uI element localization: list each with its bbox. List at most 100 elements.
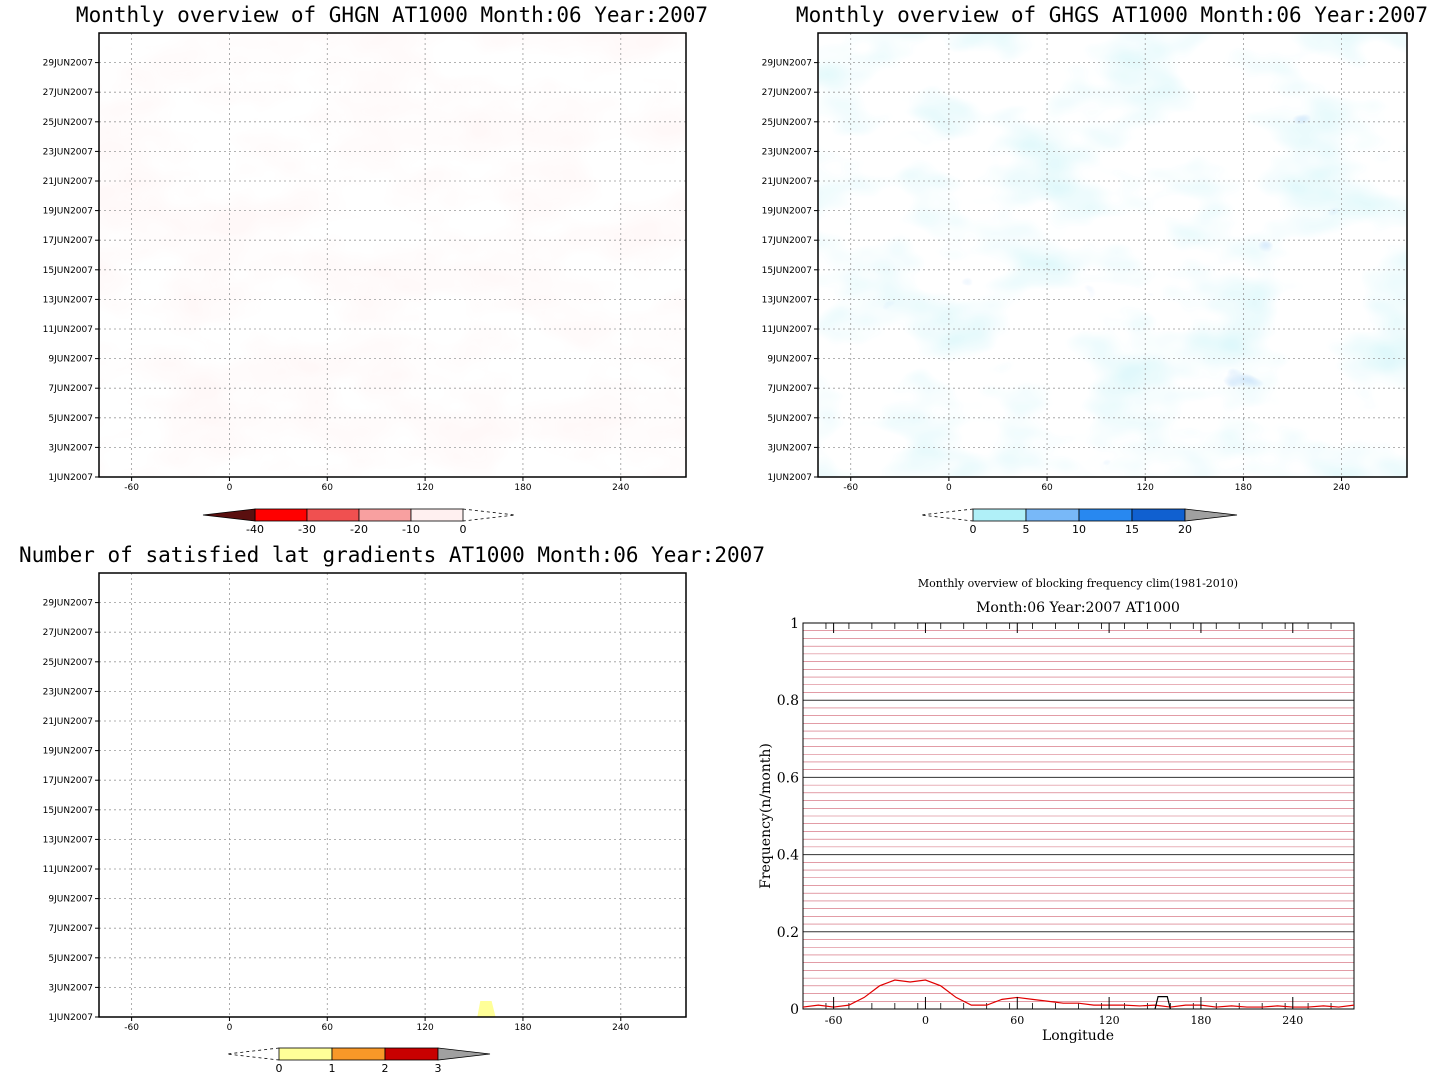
y-tick-label: 0.4 [777,848,799,864]
x-tick-label: 240 [1282,1014,1303,1027]
colorbar-label: -30 [298,523,316,536]
colorbar-segment [1078,508,1133,522]
y-tick-label: 17JUN2007 [762,236,812,246]
y-tick-label: 21JUN2007 [43,717,93,727]
x-tick-label: 180 [514,483,531,493]
y-tick-label: 1 [790,616,799,632]
ghgs-panel: Monthly overview of GHGS AT1000 Month:06… [762,3,1428,536]
lat-gradients-title: Number of satisfied lat gradients AT1000… [19,543,765,567]
y-tick-label: 23JUN2007 [43,147,93,157]
blocking-frame [802,622,1355,1010]
blocking-title: Monthly overview of blocking frequency c… [918,577,1238,590]
ghgs-grid [818,33,1407,477]
blocking-series [802,979,1355,1010]
ghgs-title: Monthly overview of GHGS AT1000 Month:06… [796,3,1428,27]
y-tick-label: 19JUN2007 [43,747,93,757]
y-tick-label: 7JUN2007 [48,924,93,934]
blocking-x-label: Longitude [1042,1028,1114,1044]
x-tick-label: 60 [1010,1014,1024,1027]
y-tick-label: 15JUN2007 [762,266,812,276]
colorbar-arrow-left [920,508,974,522]
x-tick-label: -60 [124,483,139,493]
lat-gradients-y-ticks: 1JUN2007 3JUN2007 5JUN2007 7JUN2007 9JUN2007… [43,599,99,1023]
colorbar-segment [306,508,360,522]
y-tick-label: 11JUN2007 [43,865,93,875]
y-tick-label: 1JUN2007 [48,473,93,483]
y-tick-label: 21JUN2007 [762,177,812,187]
blocking-y-ticks: 0 0.2 0.4 0.6 0.8 1 [777,616,799,1018]
lat-gradients-plot-bg [99,573,686,1017]
y-tick-label: 0.8 [777,693,799,709]
colorbar-label: 1 [329,1062,336,1075]
ghgn-contour-fill [99,33,686,477]
x-tick-label: 0 [227,1023,233,1033]
x-tick-label: 0 [946,483,952,493]
ghgs-frame [817,32,1408,478]
y-tick-label: 9JUN2007 [48,355,93,365]
y-tick-label: 19JUN2007 [762,207,812,217]
colorbar-label: 10 [1072,523,1086,536]
x-tick-label: -60 [825,1014,843,1027]
y-tick-label: 27JUN2007 [43,88,93,98]
y-tick-label: 3JUN2007 [48,983,93,993]
colorbar-label: 15 [1125,523,1139,536]
y-tick-label: 29JUN2007 [762,59,812,69]
colorbar-label: 0 [276,1062,283,1075]
x-tick-label: 120 [1099,1014,1120,1027]
x-tick-label: 0 [922,1014,929,1027]
series-line [802,979,1355,1008]
x-tick-label: 180 [514,1023,531,1033]
ghgn-x-ticks: -60 0 60 120 180 240 [124,477,630,493]
colorbar-arrow-left [202,508,256,522]
ghgn-colorbar: -40 -30 -20 -10 0 [202,508,516,536]
y-tick-label: 0.6 [777,770,799,786]
colorbar-arrow-right [437,1047,491,1061]
y-tick-label: 5JUN2007 [48,414,93,424]
y-tick-label: 3JUN2007 [767,443,812,453]
y-tick-label: 25JUN2007 [762,118,812,128]
colorbar-segment [384,1047,439,1061]
blocking-subtitle: Month:06 Year:2007 AT1000 [976,600,1180,616]
y-tick-label: 13JUN2007 [43,295,93,305]
x-tick-label: 180 [1190,1014,1211,1027]
x-tick-label: 120 [417,483,434,493]
x-tick-label: -60 [124,1023,139,1033]
y-tick-label: 21JUN2007 [43,177,93,187]
colorbar-label: -20 [350,523,368,536]
lat-gradients-grid [99,573,686,1017]
colorbar-label: 0 [460,523,467,536]
ghgn-frame [98,32,687,478]
y-tick-label: 25JUN2007 [43,658,93,668]
y-tick-label: 1JUN2007 [767,473,812,483]
colorbar-segment [1025,508,1080,522]
y-tick-label: 27JUN2007 [762,88,812,98]
colorbar-arrow-right [1184,508,1238,522]
lat-gradients-panel: Number of satisfied lat gradients AT1000… [19,543,765,1075]
series-line [1154,996,1171,1010]
ghgn-panel: Monthly overview of GHGN AT1000 Month:06… [43,3,708,536]
y-tick-label: 13JUN2007 [43,835,93,845]
colorbar-arrow-right [462,508,516,522]
y-tick-label: 19JUN2007 [43,207,93,217]
ghgs-y-ticks: 1JUN2007 3JUN2007 5JUN2007 7JUN2007 9JUN2007… [762,59,818,483]
blocking-x-ticks: -60 0 60 120 180 240 [825,623,1303,1027]
y-tick-label: 5JUN2007 [48,954,93,964]
y-tick-label: 15JUN2007 [43,266,93,276]
colorbar-label: 5 [1023,523,1030,536]
ghgn-title: Monthly overview of GHGN AT1000 Month:06… [76,3,708,27]
colorbar-segment [278,1047,333,1061]
y-tick-label: 17JUN2007 [43,776,93,786]
y-tick-label: 11JUN2007 [762,325,812,335]
x-tick-label: 60 [322,483,334,493]
x-tick-label: 180 [1235,483,1252,493]
colorbar-label: 3 [435,1062,442,1075]
y-tick-label: 23JUN2007 [762,147,812,157]
blocking-frequency-panel: Monthly overview of blocking frequency c… [758,577,1355,1044]
y-tick-label: 29JUN2007 [43,59,93,69]
x-tick-label: 240 [1333,483,1350,493]
y-tick-label: 13JUN2007 [762,295,812,305]
blocking-y-label: Frequency(n/month) [758,743,774,889]
ghgs-contour-fill-dark [818,33,1407,477]
y-tick-label: 9JUN2007 [48,895,93,905]
colorbar-segment [410,508,464,522]
